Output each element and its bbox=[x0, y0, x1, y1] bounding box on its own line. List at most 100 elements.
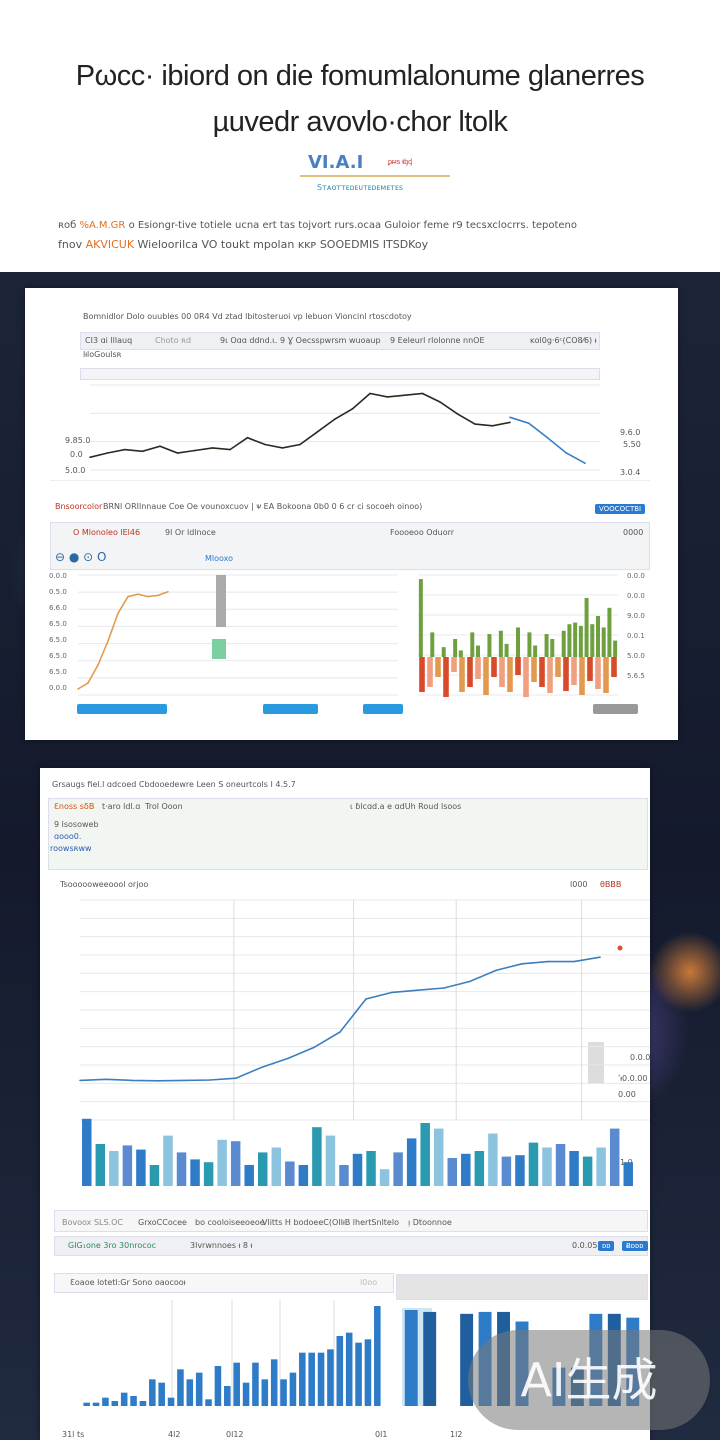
bar-blue bbox=[308, 1352, 315, 1406]
tab-1[interactable]: CI3 ɑi lllauq bbox=[85, 336, 133, 345]
data-point bbox=[194, 449, 196, 452]
overview-strip bbox=[48, 798, 648, 870]
bar-blue bbox=[393, 1152, 403, 1186]
logo-underline bbox=[300, 175, 450, 177]
desc-prefix: fnov bbox=[58, 238, 83, 251]
data-point bbox=[159, 445, 161, 447]
bar-blue bbox=[167, 1397, 175, 1406]
data-point bbox=[351, 408, 354, 410]
section-title: Bnsoorcolor bbox=[55, 502, 103, 511]
bar-red bbox=[483, 657, 489, 695]
footer-tab[interactable]: GrxoCCocee bbox=[138, 1218, 187, 1227]
header: Pωcc· ibiord on die fomumlalonume glaner… bbox=[0, 0, 720, 272]
footer-tab[interactable]: Bovoox SLS.OC bbox=[62, 1218, 123, 1227]
bar-blue bbox=[120, 1392, 128, 1406]
bar-green bbox=[596, 616, 600, 657]
sub-toolbar-mid: 3lvrwnnoes ᵼ 8 ᵼ bbox=[190, 1241, 253, 1250]
data-point bbox=[573, 960, 575, 963]
bar-blue bbox=[374, 1306, 381, 1406]
section-button[interactable]: VOOCOCTBI bbox=[595, 504, 646, 514]
bar-blue bbox=[242, 1382, 250, 1406]
tab-other[interactable]: 9l Or ldlnoce bbox=[165, 528, 216, 537]
bar-blue bbox=[177, 1369, 184, 1406]
description-line1: ʀoб %A.M.GR o Esiongr-tive totiele ucna … bbox=[58, 220, 577, 231]
highlight-point bbox=[617, 945, 623, 951]
sub-toolbar-right: 0.0.05 bbox=[572, 1241, 598, 1250]
bottom-tick: 0l12 bbox=[226, 1430, 244, 1439]
tab-2[interactable]: Trol Ooon bbox=[145, 802, 183, 811]
right-tick: 0.0.0 bbox=[627, 592, 645, 600]
chart-orange-line bbox=[77, 574, 398, 696]
left-tick: 0.5.0 bbox=[49, 588, 67, 596]
desc-text: Wieloorilca VO toukt mpolan ᴋᴋᴘ SOOEDMIS… bbox=[137, 238, 429, 251]
chart-badge[interactable]: θBBB bbox=[600, 880, 622, 889]
data-point bbox=[183, 1079, 185, 1082]
data-point bbox=[117, 612, 119, 615]
line-series-blue bbox=[79, 956, 601, 1082]
bar-red bbox=[427, 657, 433, 687]
bar-blue bbox=[488, 1133, 498, 1186]
tab-1[interactable]: Ɛnoss sδB bbox=[54, 802, 95, 811]
data-point bbox=[584, 462, 586, 464]
left-tick: 6.5.0 bbox=[49, 668, 67, 676]
scroll-segment[interactable] bbox=[363, 704, 403, 714]
bar-red bbox=[587, 657, 593, 681]
bar-blue bbox=[224, 1386, 231, 1406]
legend-link[interactable]: Mlooxo bbox=[205, 554, 234, 563]
right-mini-header bbox=[396, 1274, 648, 1300]
toggle-button-2[interactable]: Ƀᴅᴅᴅ bbox=[622, 1241, 648, 1251]
tab-mid[interactable]: ɩ ɓlᴄɑd.a e ɑdUh Roud lsoos bbox=[350, 802, 462, 811]
bar-blue bbox=[233, 1362, 240, 1406]
bar-green bbox=[578, 625, 583, 657]
chart-green-red-bars bbox=[418, 574, 618, 697]
tab-active[interactable]: O Mlonoleo lEl46 bbox=[73, 528, 141, 537]
footer-tab[interactable]: Vlitts H bodoeeC(OIIᵼB lhertSnltelo bbox=[262, 1218, 399, 1227]
logo-text: VI.A.I bbox=[308, 152, 364, 173]
data-point bbox=[469, 980, 471, 983]
toolbar-filter[interactable]: 9ι Oɑɑ ddnd.ι. 9 Ɣ Oecsspwrsm wuoaup bbox=[220, 336, 381, 345]
toolbar-filter-2[interactable]: 9 Eeleurl rlolonne nnOE bbox=[390, 336, 485, 345]
bar-blue bbox=[447, 1158, 457, 1186]
data-point bbox=[417, 989, 419, 991]
line-series-orange bbox=[77, 591, 169, 690]
data-point bbox=[106, 452, 109, 454]
footer-tab[interactable]: ᴉ Dtoonnoe bbox=[408, 1218, 452, 1227]
scroll-segment[interactable] bbox=[263, 704, 318, 714]
chart-title: Tsoooooweeoool orjoo bbox=[60, 880, 149, 889]
scroll-segment[interactable] bbox=[77, 704, 167, 714]
right-axis-1: 9.6.0 bbox=[620, 428, 641, 437]
bar-red bbox=[531, 657, 537, 682]
bottom-tick: 31l ts bbox=[62, 1430, 85, 1439]
bar-blue bbox=[158, 1382, 165, 1406]
bar-blue bbox=[474, 1151, 485, 1186]
footer-tab[interactable]: bo cooloiseeoeoe bbox=[195, 1218, 265, 1227]
bar-blue bbox=[355, 1342, 362, 1406]
bar-blue bbox=[317, 1352, 325, 1406]
bar-blue bbox=[299, 1352, 306, 1406]
side-label: ʹᵼ0.0.00 bbox=[618, 1074, 648, 1083]
bar-blue bbox=[609, 1128, 620, 1186]
data-point bbox=[443, 987, 445, 989]
range-slider[interactable] bbox=[80, 368, 600, 380]
right-axis-3: 3.0.4 bbox=[620, 468, 641, 477]
bar-blue bbox=[139, 1401, 147, 1406]
data-point bbox=[264, 443, 266, 446]
bar-blue bbox=[420, 1123, 430, 1186]
data-point bbox=[235, 1077, 237, 1079]
data-point bbox=[287, 1057, 289, 1060]
data-point bbox=[105, 1078, 107, 1081]
toggle-button[interactable]: ᴅᴅ bbox=[598, 1241, 615, 1251]
bar-blue bbox=[528, 1142, 539, 1186]
left-tick: 0.0.0 bbox=[49, 572, 67, 580]
tab-2[interactable]: Choto ʀd bbox=[155, 336, 192, 345]
bar-blue bbox=[195, 1372, 203, 1406]
section-text: BRNl ORIlnnaue Coe Oe vounoxcuov | ᴪ EA … bbox=[103, 502, 423, 511]
bar-blue bbox=[515, 1155, 525, 1186]
bar-blue bbox=[327, 1349, 334, 1406]
bar-blue bbox=[285, 1161, 295, 1186]
data-point bbox=[211, 447, 214, 449]
scroll-segment[interactable] bbox=[593, 704, 638, 714]
bar-blue bbox=[186, 1379, 194, 1406]
dashboard-panel-2: Grsaugs fiel.l ɑdcoed Cbdooedewre Leen S… bbox=[40, 768, 650, 1440]
bar-blue bbox=[623, 1162, 633, 1186]
